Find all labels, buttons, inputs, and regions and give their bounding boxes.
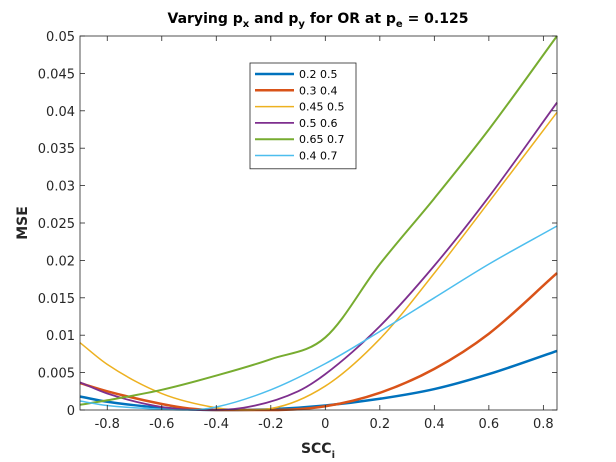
y-axis-label: MSE [15,206,31,240]
x-tick-label: 0.2 [369,417,390,432]
axis-ticks: -0.8 -0.6 -0.4 -0.2 0 0.2 0.4 0.6 0.8 0 0.005 0.01 0… [38,30,557,432]
legend-entry: 0.4 0.7 [299,150,337,163]
y-tick-label: 0.03 [46,180,75,195]
legend-entry: 0.5 0.6 [299,117,337,130]
legend-entry: 0.45 0.5 [299,101,344,114]
x-tick-label: 0 [321,417,329,432]
x-tick-label: 0.4 [424,417,445,432]
y-tick-label: 0.05 [46,30,75,45]
x-tick-label: 0.8 [533,417,554,432]
y-tick-label: 0.045 [38,67,75,82]
legend-entry: 0.3 0.4 [299,84,337,97]
x-tick-label: -0.2 [258,417,283,432]
y-tick-label: 0.005 [38,367,75,382]
y-tick-label: 0.02 [46,254,75,269]
series-line-4 [79,102,558,411]
series-line-1 [79,349,558,412]
plot-area [79,35,558,412]
y-tick-label: 0 [67,404,75,419]
y-tick-label: 0.025 [38,217,75,232]
y-tick-label: 0.01 [46,329,75,344]
x-tick-label: 0.6 [479,417,500,432]
legend: 0.2 0.5 0.3 0.4 0.45 0.5 0.5 0.6 0.65 0.7 0.4… [249,62,357,170]
legend-entry: 0.65 0.7 [299,133,344,146]
x-tick-label: -0.6 [149,417,174,432]
y-tick-label: 0.04 [46,105,75,120]
legend-box [249,62,357,170]
chart-title: Varying px and py for OR at pe = 0.125 [168,11,469,30]
y-tick-label: 0.035 [38,142,75,157]
legend-entry: 0.2 0.5 [299,68,337,81]
series-line-5 [79,35,558,406]
y-tick-label: 0.015 [38,292,75,307]
x-tick-label: -0.4 [204,417,229,432]
x-axis-label: SCCi [301,441,335,461]
series-line-6 [79,225,558,411]
x-tick-label: -0.8 [95,417,120,432]
